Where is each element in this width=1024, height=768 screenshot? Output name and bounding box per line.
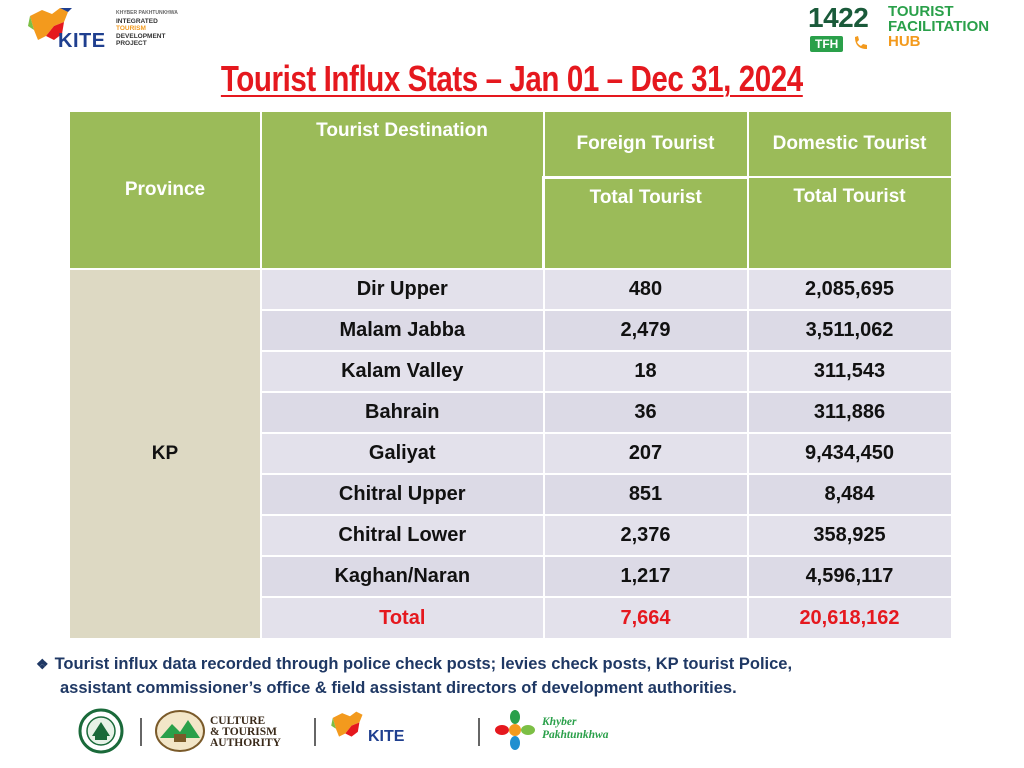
foreign-cell: 2,376 [542, 514, 749, 557]
destination-cell: Chitral Upper [260, 473, 545, 516]
culture-tourism-authority-logo: CULTURE & TOURISM AUTHORITY [154, 708, 304, 754]
table-row: Galiyat 207 9,434,450 [69, 432, 953, 475]
header-foreign-total: Total Tourist [542, 175, 749, 270]
tfh-logo: 1422 TFH TOURIST FACILITATION HUB [808, 2, 1008, 54]
header-domestic: Domestic Tourist [746, 110, 953, 178]
table-row: Kaghan/Naran 1,217 4,596,117 [69, 555, 953, 598]
domestic-cell: 311,886 [746, 391, 953, 434]
note-line-2: assistant commissioner’s office & field … [60, 679, 737, 697]
kite-map-icon [331, 711, 363, 737]
phone-icon [855, 36, 867, 49]
total-foreign: 7,664 [542, 596, 749, 640]
tfh-text: TOURIST FACILITATION HUB [888, 3, 990, 50]
total-domestic: 20,618,162 [746, 596, 953, 640]
header-foreign: Foreign Tourist [542, 110, 749, 178]
tfh-number: 1422 [808, 2, 869, 33]
kite-map-icon [28, 8, 72, 40]
footer-divider [314, 718, 316, 746]
destination-cell: Chitral Lower [260, 514, 545, 557]
total-row: Total 7,664 20,618,162 [69, 596, 953, 640]
domestic-cell: 3,511,062 [746, 309, 953, 352]
page-title: Tourist Influx Stats – Jan 01 – Dec 31, … [221, 58, 803, 99]
province-cell: KP [68, 268, 262, 640]
domestic-cell: 358,925 [746, 514, 953, 557]
footer-divider [478, 718, 480, 746]
domestic-cell: 8,484 [746, 473, 953, 516]
kite-subtitle: KHYBER PAKHTUNKHWA INTEGRATED TOURISM DE… [116, 10, 178, 47]
kite-logo: KITE KHYBER PAKHTUNKHWA INTEGRATED TOURI… [24, 2, 214, 54]
footer-kite-wordmark: KITE [368, 728, 405, 745]
government-emblem-icon [78, 708, 124, 754]
table-row: KP Dir Upper 480 2,085,695 [68, 268, 953, 640]
table-row: Chitral Upper 851 8,484 [69, 473, 953, 516]
domestic-cell: 4,596,117 [746, 555, 953, 598]
footer-logos: CULTURE & TOURISM AUTHORITY KITE Khyber … [78, 708, 638, 758]
table-row: Malam Jabba 2,479 3,511,062 [69, 309, 953, 352]
header-province: Province [68, 110, 262, 270]
table-row: Bahrain 36 311,886 [69, 391, 953, 434]
table-row: Kalam Valley 18 311,543 [69, 350, 953, 393]
tourist-stats-table: Province Tourist Destination Foreign Tou… [68, 110, 953, 640]
destination-cell: Galiyat [260, 432, 545, 475]
total-label: Total [260, 596, 545, 640]
footer-divider [140, 718, 142, 746]
footer-kite-logo: KITE [328, 708, 468, 754]
kp-government-emblem [78, 708, 124, 759]
diamond-bullet-icon: ❖ [36, 656, 49, 672]
table-row: Chitral Lower 2,376 358,925 [69, 514, 953, 557]
tfh-badge: TFH [810, 36, 844, 52]
note-line-1: Tourist influx data recorded through pol… [54, 655, 793, 673]
kp-flower-icon [495, 710, 535, 750]
foreign-cell: 18 [542, 350, 749, 393]
destination-cell: Kalam Valley [260, 350, 545, 393]
kp-text: Khyber Pakhtunkhwa [542, 716, 609, 741]
foreign-cell: 207 [542, 432, 749, 475]
destination-cell: Bahrain [260, 391, 545, 434]
kite-wordmark: KITE [58, 30, 106, 52]
data-source-note: ❖ Tourist influx data recorded through po… [36, 652, 996, 700]
foreign-cell: 851 [542, 473, 749, 516]
destination-cell: Kaghan/Naran [260, 555, 545, 598]
header-domestic-total: Total Tourist [746, 176, 953, 270]
domestic-cell: 2,085,695 [746, 268, 953, 311]
khyber-pakhtunkhwa-logo: Khyber Pakhtunkhwa [494, 708, 634, 754]
header-destination: Tourist Destination [260, 110, 545, 270]
destination-cell: Malam Jabba [260, 309, 545, 352]
destination-cell: Dir Upper [260, 268, 545, 311]
foreign-cell: 36 [542, 391, 749, 434]
foreign-cell: 480 [542, 268, 749, 311]
cta-text: CULTURE & TOURISM AUTHORITY [210, 715, 281, 749]
domestic-cell: 311,543 [746, 350, 953, 393]
foreign-cell: 2,479 [542, 309, 749, 352]
page-title-wrap: Tourist Influx Stats – Jan 01 – Dec 31, … [0, 58, 1024, 100]
cta-emblem-icon [155, 710, 205, 752]
domestic-cell: 9,434,450 [746, 432, 953, 475]
foreign-cell: 1,217 [542, 555, 749, 598]
